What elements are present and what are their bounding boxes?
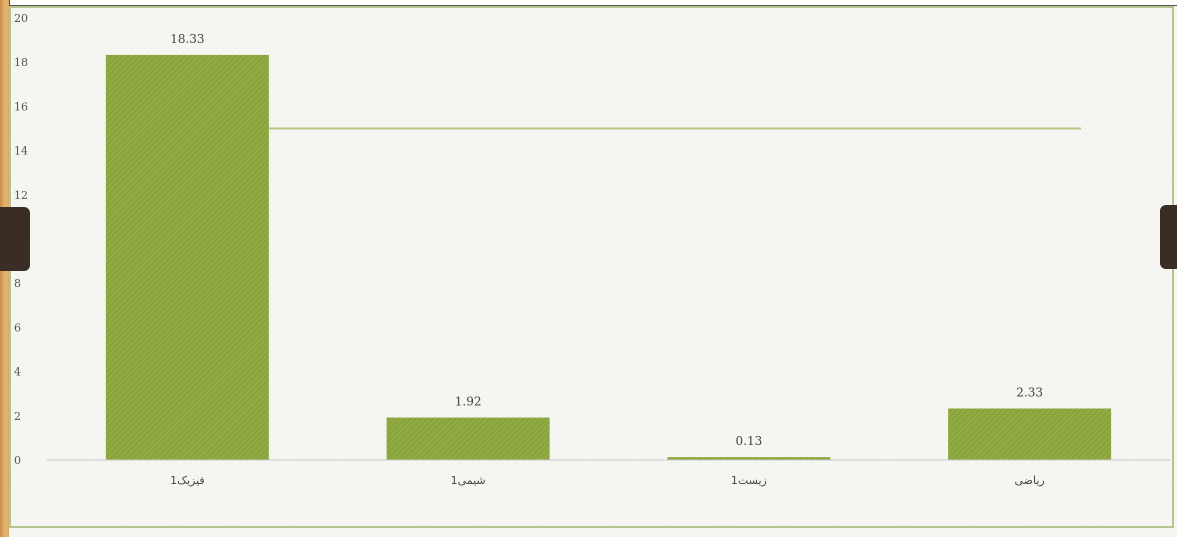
y-tick-label: 6 <box>14 321 21 334</box>
category-label: زیست1 <box>731 474 767 487</box>
bar <box>105 54 269 460</box>
bars-group <box>105 54 1112 460</box>
data-label: 18.33 <box>170 32 204 46</box>
y-tick-label: 4 <box>14 366 21 379</box>
category-label: فیزیک1 <box>170 474 205 487</box>
bar <box>667 457 831 460</box>
y-tick-label: 2 <box>14 410 21 423</box>
y-tick-label: 16 <box>14 100 28 113</box>
y-tick-label: 12 <box>14 189 28 202</box>
y-tick-label: 18 <box>14 56 28 69</box>
data-label: 1.92 <box>455 395 482 409</box>
category-label: شیمی1 <box>451 474 486 487</box>
y-tick-label: 14 <box>14 145 28 158</box>
data-label: 2.33 <box>1016 386 1043 400</box>
bar <box>948 408 1112 460</box>
left-slide-tab[interactable] <box>0 207 30 271</box>
right-slide-tab[interactable] <box>1160 205 1177 269</box>
category-label: ریاضی <box>1015 474 1045 487</box>
y-tick-label: 0 <box>14 454 21 467</box>
x-axis: فیزیک1 شیمی1 زیست1 ریاضی <box>47 459 1170 487</box>
top-rule <box>9 0 1177 6</box>
y-tick-label: 20 <box>14 12 28 25</box>
bar <box>386 417 550 460</box>
y-tick-label: 8 <box>14 277 21 290</box>
data-label: 0.13 <box>736 434 763 448</box>
data-labels-group: 18.33 1.92 0.13 2.33 <box>170 32 1043 448</box>
